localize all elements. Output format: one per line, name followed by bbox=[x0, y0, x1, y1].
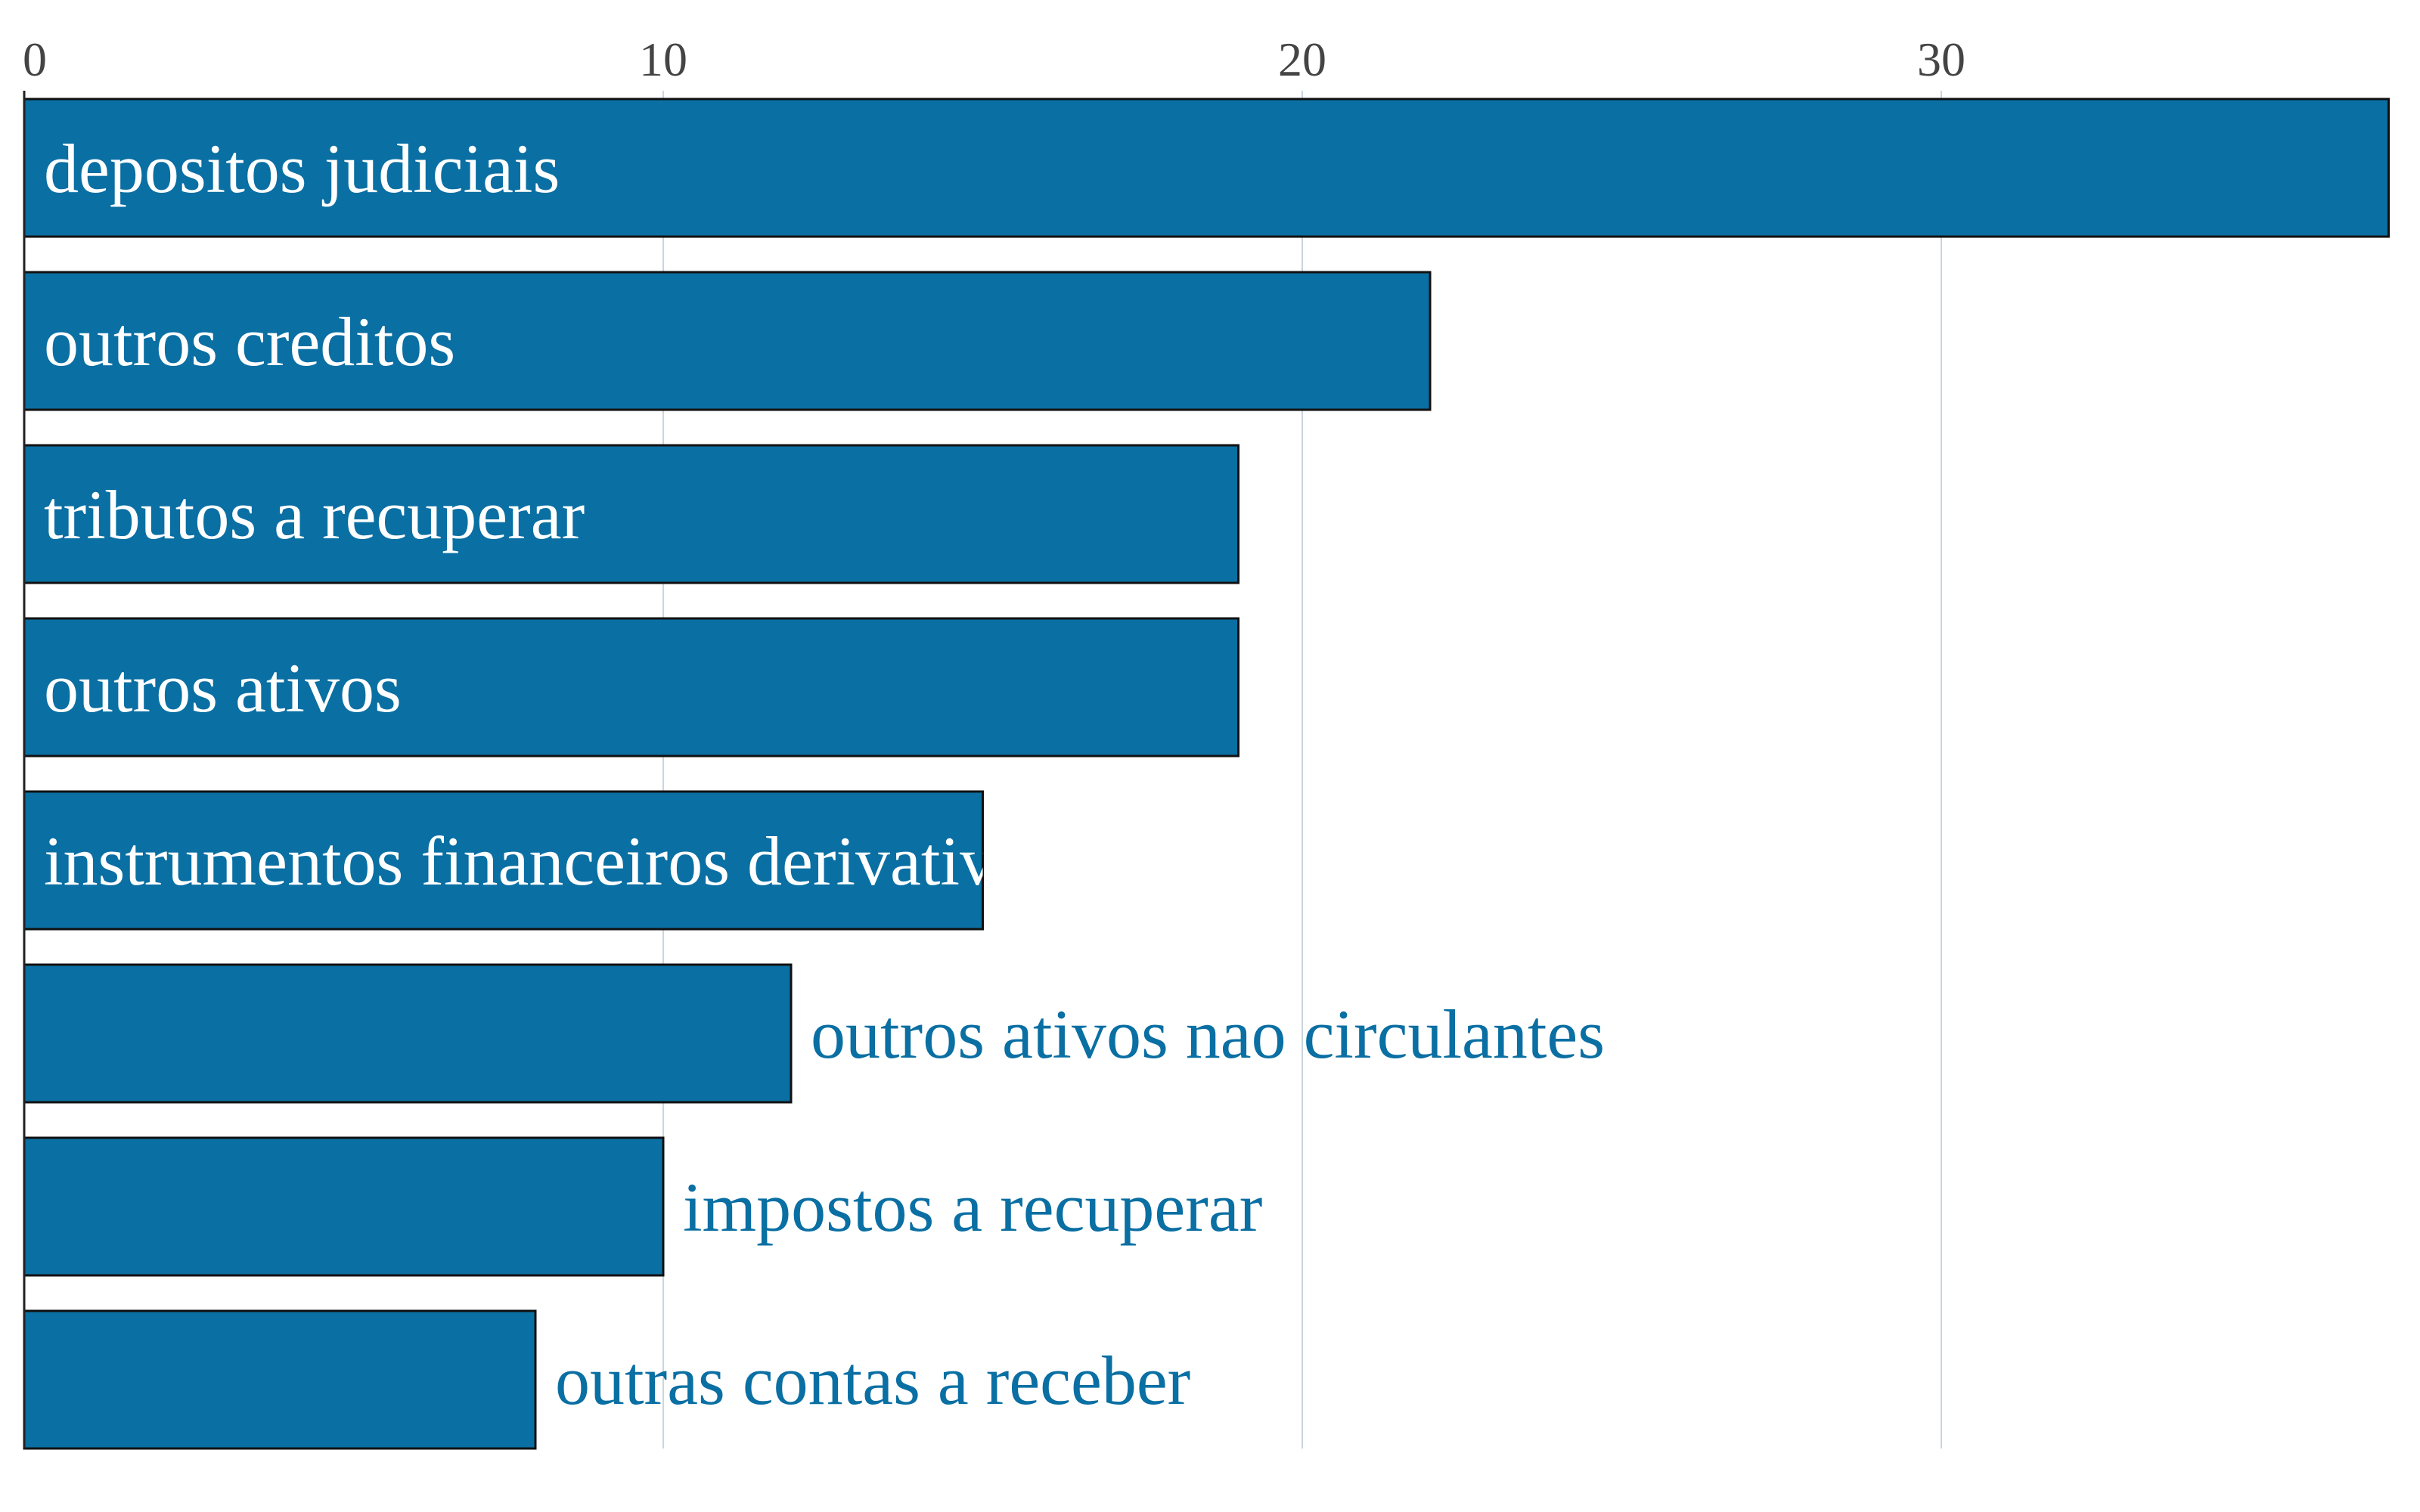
bar bbox=[23, 271, 1432, 411]
bar bbox=[23, 790, 984, 931]
bars bbox=[23, 98, 2390, 1450]
bar-label: depositos judiciais bbox=[44, 130, 560, 207]
bar-label: outras contas a receber bbox=[555, 1342, 1190, 1419]
x-tick-label: 20 bbox=[1278, 33, 1326, 86]
bar-label: outros ativos nao circulantes bbox=[811, 996, 1605, 1073]
bar bbox=[23, 1136, 665, 1277]
bar bbox=[23, 444, 1239, 584]
bar-label: instrumentos financeiros derivativos bbox=[44, 823, 1056, 900]
bar-label: tributos a recuperar bbox=[44, 476, 585, 553]
x-tick-label: 0 bbox=[23, 33, 47, 86]
x-axis-ticks: 0 10 20 30 bbox=[23, 33, 1965, 86]
x-tick-label: 10 bbox=[639, 33, 687, 86]
bar-label: outros creditos bbox=[44, 303, 455, 380]
bar bbox=[23, 98, 2390, 238]
x-tick-label: 30 bbox=[1917, 33, 1965, 86]
bar-labels: depositos judiciais outros creditos tribut… bbox=[44, 130, 1605, 1419]
bar bbox=[23, 963, 793, 1104]
bar bbox=[23, 1309, 537, 1450]
bar-label: impostos a recuperar bbox=[683, 1169, 1262, 1246]
bar-label: outros ativos bbox=[44, 649, 402, 727]
bar bbox=[23, 617, 1239, 758]
